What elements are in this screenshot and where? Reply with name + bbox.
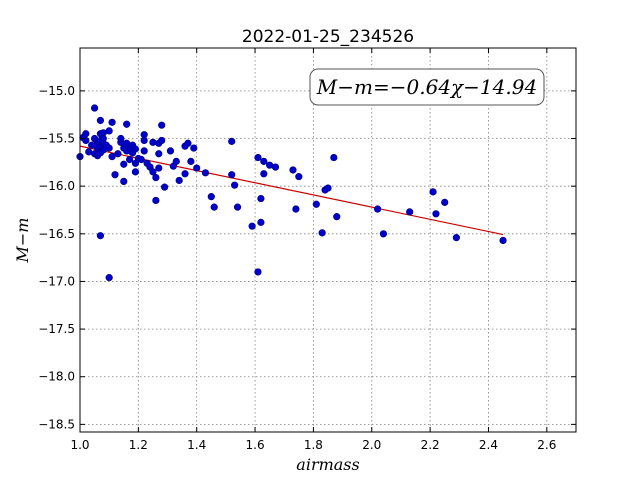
data-point bbox=[158, 136, 166, 145]
data-point bbox=[228, 171, 236, 179]
data-point bbox=[105, 127, 113, 135]
data-point bbox=[429, 188, 437, 196]
data-point bbox=[96, 232, 105, 240]
y-axis-label: M−m bbox=[13, 218, 32, 264]
data-point bbox=[257, 194, 265, 203]
data-point bbox=[172, 157, 180, 165]
data-point bbox=[187, 157, 195, 165]
data-point bbox=[120, 177, 128, 185]
fit-line bbox=[79, 145, 504, 236]
fit-equation-annotation: M−m=−0.64χ−14.94 bbox=[309, 68, 545, 106]
data-point bbox=[152, 173, 160, 182]
data-point bbox=[312, 200, 320, 208]
x-axis-label: airmass bbox=[296, 455, 359, 474]
data-points-layer bbox=[76, 104, 507, 282]
x-tick-label: 1.0 bbox=[70, 438, 89, 452]
data-point bbox=[432, 210, 440, 218]
data-point bbox=[131, 168, 140, 176]
data-point bbox=[295, 173, 303, 181]
data-point bbox=[155, 164, 163, 172]
data-point bbox=[289, 166, 297, 174]
y-tick-label: −18.0 bbox=[38, 370, 75, 384]
y-tick-label: −17.0 bbox=[38, 274, 75, 288]
data-point bbox=[152, 196, 160, 205]
data-point bbox=[158, 121, 166, 129]
data-point bbox=[254, 153, 262, 162]
data-point bbox=[175, 176, 183, 185]
data-point bbox=[82, 130, 90, 138]
data-point bbox=[330, 153, 338, 162]
data-point bbox=[248, 222, 256, 230]
data-point bbox=[441, 198, 449, 206]
data-point bbox=[228, 137, 236, 145]
data-point bbox=[210, 203, 218, 211]
data-point bbox=[149, 168, 157, 176]
x-tick-label: 2.0 bbox=[362, 438, 381, 452]
data-point bbox=[452, 234, 460, 242]
data-point bbox=[184, 139, 192, 147]
data-point bbox=[333, 213, 341, 221]
data-point bbox=[374, 205, 382, 213]
fit-equation-text: M−m=−0.64χ−14.94 bbox=[316, 75, 537, 99]
fit-line-layer bbox=[79, 145, 504, 236]
y-tick-label: −18.5 bbox=[38, 417, 75, 431]
y-tick-label: −16.5 bbox=[38, 227, 75, 241]
data-point bbox=[105, 274, 113, 282]
data-point bbox=[406, 208, 414, 216]
data-point bbox=[123, 120, 131, 128]
data-point bbox=[193, 164, 201, 172]
data-point bbox=[126, 155, 134, 164]
data-point bbox=[231, 181, 239, 189]
y-tick-label: −15.0 bbox=[38, 84, 75, 98]
x-tick-label: 2.6 bbox=[537, 438, 556, 452]
data-point bbox=[149, 138, 157, 146]
axis-ticks-layer: 1.0 1.2 1.4 1.6 1.8 2.0 2.2 2.4 2.6 −15.0 −15.5 −16… bbox=[38, 48, 576, 452]
data-point bbox=[114, 150, 122, 158]
data-point bbox=[161, 183, 169, 191]
data-point bbox=[140, 136, 148, 145]
x-tick-label: 1.8 bbox=[304, 438, 323, 452]
data-point bbox=[190, 144, 198, 152]
data-point bbox=[108, 118, 116, 126]
data-point bbox=[140, 147, 148, 155]
data-point bbox=[181, 170, 189, 178]
data-point bbox=[260, 157, 268, 165]
data-point bbox=[233, 203, 242, 211]
data-point bbox=[96, 116, 105, 125]
data-point bbox=[201, 169, 210, 177]
data-point bbox=[499, 236, 507, 245]
y-tick-label: −17.5 bbox=[38, 322, 75, 336]
data-point bbox=[318, 229, 326, 237]
data-point bbox=[379, 230, 388, 238]
data-point bbox=[111, 171, 119, 179]
data-point bbox=[155, 150, 163, 158]
y-tick-label: −15.5 bbox=[38, 132, 75, 146]
data-point bbox=[324, 184, 332, 192]
data-point bbox=[105, 144, 113, 152]
data-point bbox=[207, 193, 215, 201]
x-tick-label: 1.6 bbox=[246, 438, 265, 452]
x-tick-label: 2.2 bbox=[421, 438, 440, 452]
data-point bbox=[166, 147, 175, 155]
data-point bbox=[120, 160, 128, 168]
annotation-box-frame bbox=[309, 68, 545, 106]
chart-title: 2022-01-25_234526 bbox=[242, 27, 414, 47]
x-tick-label: 2.4 bbox=[479, 438, 498, 452]
plot-frame bbox=[79, 47, 577, 433]
x-tick-label: 1.4 bbox=[187, 438, 206, 452]
data-point bbox=[137, 155, 145, 164]
data-point bbox=[254, 268, 262, 276]
data-point bbox=[271, 163, 280, 171]
data-point bbox=[131, 145, 140, 153]
y-tick-label: −16.0 bbox=[38, 179, 75, 193]
data-point bbox=[260, 170, 268, 178]
data-point bbox=[292, 205, 300, 213]
data-point bbox=[257, 218, 265, 226]
data-point bbox=[117, 134, 125, 143]
data-point bbox=[108, 153, 116, 161]
x-tick-label: 1.2 bbox=[129, 438, 148, 452]
data-point bbox=[90, 104, 99, 112]
